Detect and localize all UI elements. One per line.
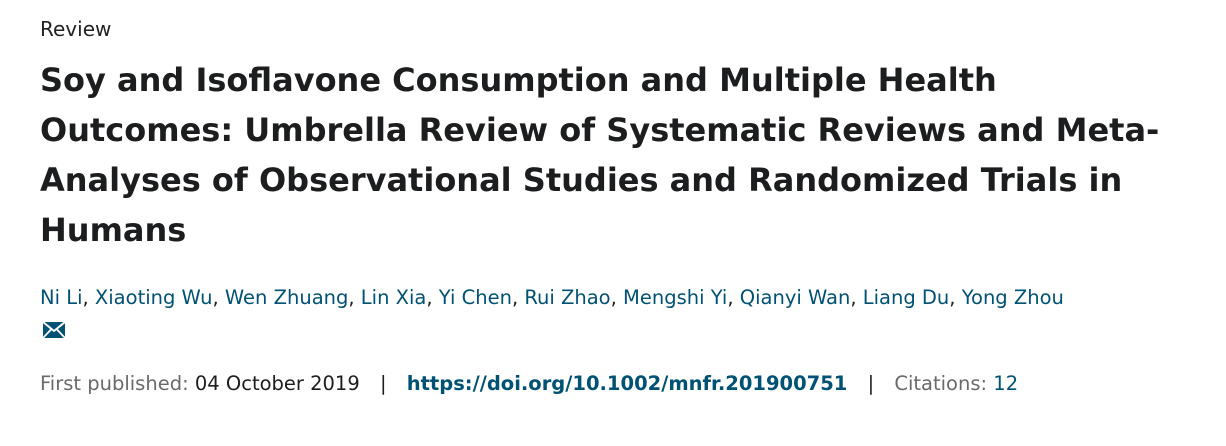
author-separator: , [727,286,734,309]
author-separator: , [82,286,89,309]
article-type-label: Review [40,17,112,41]
doi-link[interactable]: https://doi.org/10.1002/mnfr.201900751 [406,372,848,395]
article-header: Review Soy and Isoflavone Consumption an… [40,14,1200,399]
author-link[interactable]: Ni Li [40,286,83,309]
published-date: 04 October 2019 [194,372,360,395]
meta-separator: | [379,372,387,395]
author-link[interactable]: Qianyi Wan [739,286,851,309]
author-separator: , [511,286,519,309]
author-link[interactable]: Rui Zhao [524,286,611,309]
author-separator: , [850,286,857,309]
author-link[interactable]: Liang Du [862,286,950,309]
author-separator: , [212,286,219,309]
envelope-icon[interactable] [40,320,68,340]
author-separator: , [949,286,956,309]
article-title: Soy and Isoflavone Consumption and Multi… [40,61,1160,249]
author-link[interactable]: Yi Chen [438,286,512,309]
author-link[interactable]: Mengshi Yi [623,286,728,309]
author-link[interactable]: Xiaoting Wu [94,286,213,309]
meta-separator: | [867,372,875,395]
corresponding-author-contact [40,319,1200,345]
author-list: Ni Li, Xiaoting Wu, Wen Zhuang, Lin Xia,… [40,281,1200,315]
author-separator: , [610,286,617,309]
author-link[interactable]: Yong Zhou [961,286,1064,309]
author-separator: , [348,286,355,309]
author-link[interactable]: Wen Zhuang [224,286,349,309]
citations-label: Citations: [894,372,988,395]
published-label: First published: [40,372,189,395]
author-separator: , [426,286,433,309]
publication-meta: First published: 04 October 2019 | https… [40,369,1200,399]
author-link[interactable]: Lin Xia [360,286,427,309]
citations-count-link[interactable]: 12 [993,372,1019,395]
